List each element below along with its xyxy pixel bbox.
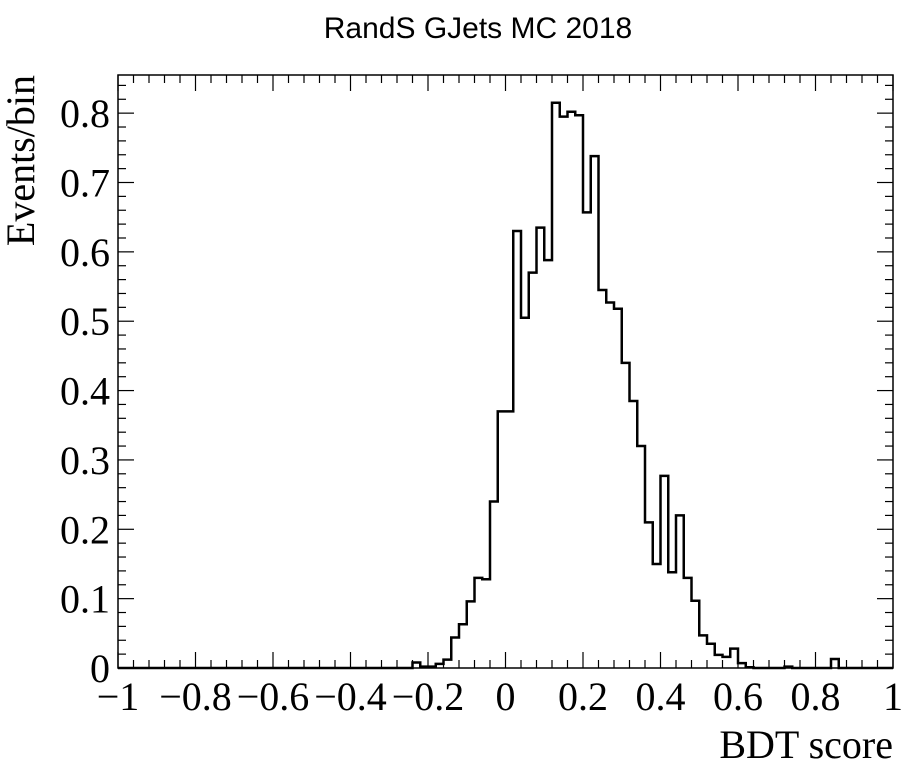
y-axis-label: Events/bin	[0, 75, 43, 246]
histogram-bin	[622, 363, 630, 668]
chart-title: RandS GJets MC 2018	[324, 12, 632, 45]
x-axis-label: BDT score	[719, 722, 893, 767]
x-tick-label: −1	[97, 674, 140, 719]
y-tick-label: 0.8	[60, 91, 110, 136]
x-tick-label: 0.4	[636, 674, 686, 719]
histogram-bin	[653, 564, 661, 668]
histogram-bin	[568, 112, 576, 668]
y-tick-label: 0.4	[60, 369, 110, 414]
x-tick-label: −0.2	[392, 674, 465, 719]
x-tick-label: 0.2	[558, 674, 608, 719]
axis-ticks	[117, 75, 894, 669]
x-tick-label: 0.6	[713, 674, 763, 719]
histogram-bin	[521, 318, 529, 668]
x-tick-labels: −1 −0.8 −0.6 −0.4 −0.2 0 0.2 0.4 0.6 0.8 1	[97, 674, 903, 719]
x-tick-label: 0	[496, 674, 516, 719]
histogram-bin	[560, 117, 568, 668]
histogram-bin	[668, 572, 676, 668]
histogram-bin	[606, 302, 614, 668]
histogram-bin	[544, 260, 552, 668]
y-tick-label: 0.3	[60, 438, 110, 483]
histogram-bin	[506, 411, 514, 668]
histogram-bin	[529, 273, 537, 668]
plot-frame	[117, 74, 894, 669]
x-tick-label: −0.4	[314, 674, 387, 719]
y-tick-labels: 0 0.1 0.2 0.3 0.4 0.5 0.6 0.7 0.8	[60, 91, 110, 691]
y-tick-label: 0	[90, 646, 110, 691]
x-tick-label: 0.8	[791, 674, 841, 719]
y-tick-label: 0.6	[60, 230, 110, 275]
y-tick-label: 0.7	[60, 161, 110, 206]
histogram-bin	[723, 657, 731, 668]
y-tick-label: 0.2	[60, 507, 110, 552]
histogram-outline	[118, 101, 893, 670]
histogram-bin	[537, 228, 545, 668]
y-tick-label: 0.5	[60, 299, 110, 344]
x-tick-label: 1	[883, 674, 903, 719]
x-tick-label: −0.6	[237, 674, 310, 719]
histogram-bins	[413, 103, 839, 668]
histogram-bin	[599, 290, 607, 668]
histogram-bin	[482, 579, 490, 668]
x-tick-label: −0.8	[159, 674, 232, 719]
y-tick-label: 0.1	[60, 577, 110, 622]
histogram-bin	[583, 212, 591, 668]
